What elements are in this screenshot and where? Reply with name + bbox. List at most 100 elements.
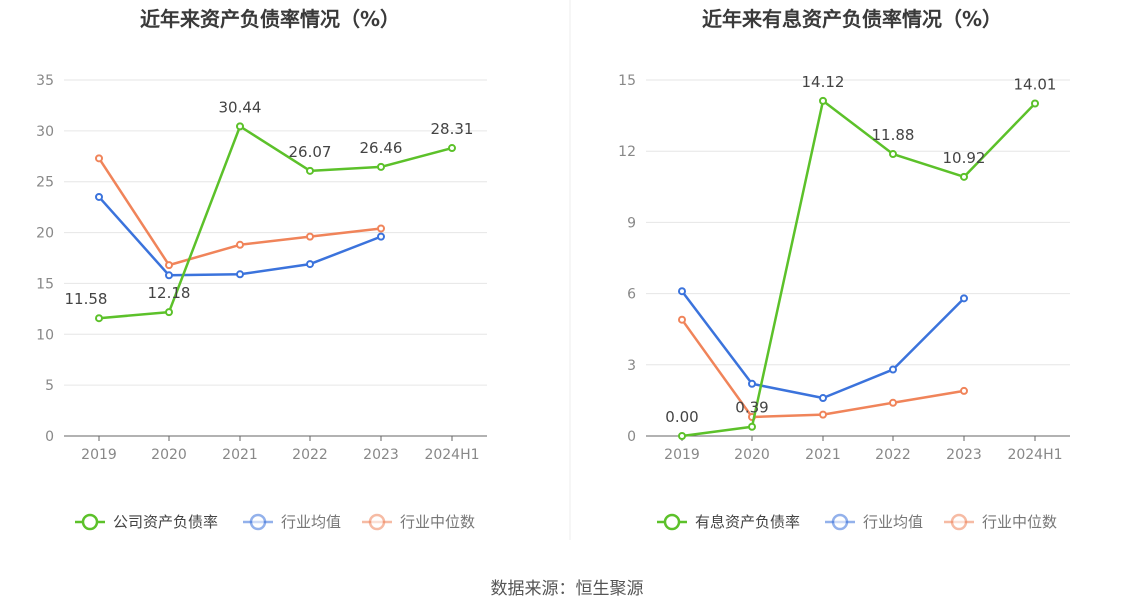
data-point xyxy=(377,224,385,233)
data-point xyxy=(377,232,385,241)
data-point xyxy=(377,162,385,171)
y-tick-label: 0 xyxy=(45,429,54,445)
series-3 xyxy=(95,154,385,270)
chart-title: 近年来有息资产负债率情况（%） xyxy=(702,7,1002,31)
data-point xyxy=(1031,99,1039,108)
data-point xyxy=(889,365,897,374)
y-tick-label: 30 xyxy=(36,124,54,140)
data-label: 14.01 xyxy=(1014,75,1057,93)
data-point xyxy=(306,166,314,175)
series-line xyxy=(98,196,382,277)
data-label: 14.12 xyxy=(802,73,845,91)
y-tick-label: 6 xyxy=(627,287,636,303)
series-line xyxy=(681,99,1036,438)
y-tick-label: 5 xyxy=(45,378,54,394)
y-tick-label: 3 xyxy=(627,358,636,374)
x-tick-label: 2023 xyxy=(363,447,399,463)
chart-panel-1: 近年来资产负债率情况（%） 0 5 10 15 20 25 30 35 2019 2020 2021 2… xyxy=(36,7,487,531)
legend-marker xyxy=(831,513,849,531)
legend-marker xyxy=(249,513,267,531)
x-tick-label: 2020 xyxy=(151,447,187,463)
data-label: 10.92 xyxy=(943,149,986,167)
y-tick-label: 25 xyxy=(36,175,54,191)
y-tick-label: 15 xyxy=(618,73,636,89)
data-point xyxy=(748,422,756,431)
data-point xyxy=(95,154,103,163)
data-point xyxy=(889,398,897,407)
y-tick-label: 20 xyxy=(36,226,54,242)
legend-item-2[interactable]: 行业均值 xyxy=(243,513,341,531)
legend-marker xyxy=(663,513,681,531)
x-tick-label: 2024H1 xyxy=(1007,447,1062,463)
series-2 xyxy=(95,192,385,280)
x-tick-label: 2024H1 xyxy=(424,447,479,463)
legend-label: 公司资产负债率 xyxy=(113,513,218,531)
data-point xyxy=(306,232,314,241)
x-tick-label: 2022 xyxy=(292,447,328,463)
legend-item-1[interactable]: 公司资产负债率 xyxy=(75,513,218,531)
series-2 xyxy=(678,287,968,403)
data-point xyxy=(236,122,244,131)
y-tick-label: 0 xyxy=(627,429,636,445)
data-source-note: 数据来源：恒生聚源 xyxy=(490,579,644,599)
x-tick-label: 2020 xyxy=(734,447,770,463)
legend-marker xyxy=(368,513,386,531)
data-point xyxy=(819,410,827,419)
data-label: 30.44 xyxy=(219,98,262,116)
data-point xyxy=(95,314,103,323)
y-tick-label: 9 xyxy=(627,215,636,231)
legend-item-3[interactable]: 行业中位数 xyxy=(362,513,475,531)
legend-item-1[interactable]: 有息资产负债率 xyxy=(657,513,800,531)
data-point xyxy=(889,150,897,159)
legend-marker xyxy=(81,513,99,531)
series-line xyxy=(681,290,965,400)
data-point xyxy=(678,432,686,440)
data-point xyxy=(819,394,827,403)
legend-label: 有息资产负债率 xyxy=(695,513,800,531)
data-point xyxy=(236,270,244,279)
y-tick-label: 35 xyxy=(36,73,54,89)
x-tick-label: 2021 xyxy=(805,447,841,463)
data-label: 0.39 xyxy=(735,399,768,417)
data-point xyxy=(165,271,173,280)
chart-panel-2: 近年来有息资产负债率情况（%） 0 3 6 9 12 15 2019 2020 2021 2022 2… xyxy=(618,7,1070,531)
data-point xyxy=(960,386,968,395)
x-tick-label: 2019 xyxy=(664,447,700,463)
series-line xyxy=(98,125,453,320)
x-tick-label: 2023 xyxy=(946,447,982,463)
series-1 xyxy=(95,122,456,323)
data-point xyxy=(748,379,756,388)
x-tick-label: 2019 xyxy=(81,447,117,463)
legend-item-2[interactable]: 行业均值 xyxy=(825,513,923,531)
data-label: 11.88 xyxy=(872,126,915,144)
data-point xyxy=(819,96,827,105)
legend-label: 行业均值 xyxy=(281,513,341,531)
data-point xyxy=(165,261,173,270)
data-point xyxy=(236,240,244,249)
series-line xyxy=(97,157,382,267)
series-3 xyxy=(678,315,968,422)
series-1 xyxy=(678,96,1039,440)
legend-marker xyxy=(950,513,968,531)
data-point xyxy=(165,308,173,317)
data-point xyxy=(960,172,968,181)
data-point xyxy=(448,144,456,153)
y-tick-label: 10 xyxy=(36,327,54,343)
y-tick-label: 12 xyxy=(618,144,636,160)
legend-label: 行业中位数 xyxy=(982,513,1057,531)
data-label: 12.18 xyxy=(148,284,191,302)
data-label: 26.46 xyxy=(360,139,403,157)
data-label: 28.31 xyxy=(431,120,474,138)
chart-title: 近年来资产负债率情况（%） xyxy=(140,7,400,31)
data-label: 26.07 xyxy=(289,143,332,161)
x-tick-label: 2021 xyxy=(222,447,258,463)
data-point xyxy=(678,315,686,324)
y-tick-label: 15 xyxy=(36,276,54,292)
data-point xyxy=(306,260,314,269)
legend-item-3[interactable]: 行业中位数 xyxy=(944,513,1057,531)
series-line xyxy=(680,318,965,419)
legend-label: 行业中位数 xyxy=(400,513,475,531)
data-point xyxy=(678,287,686,296)
